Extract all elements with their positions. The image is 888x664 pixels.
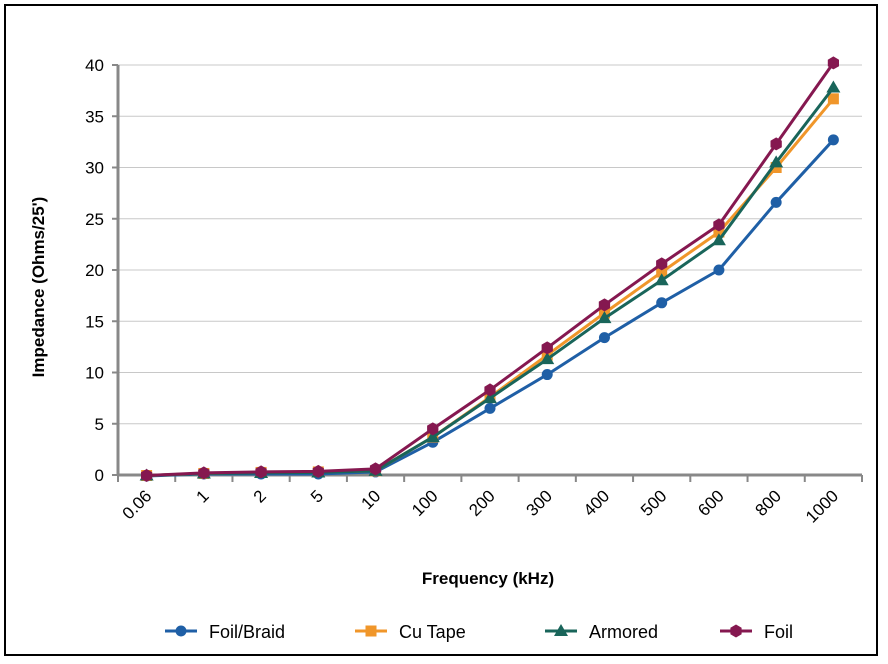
series-foil-braid	[141, 134, 839, 482]
x-tick-label-100: 100	[408, 486, 441, 519]
legend-marker-armored	[554, 624, 568, 636]
chart-frame	[4, 4, 878, 656]
x-tick-label-2: 2	[250, 486, 270, 506]
x-tick-label-0.06: 0.06	[119, 486, 156, 523]
data-point-foil-300	[541, 341, 553, 355]
x-tick-label-500: 500	[637, 486, 670, 519]
data-point-foil-200	[484, 383, 496, 397]
series-foil	[141, 56, 839, 482]
legend-marker-foil-braid	[175, 625, 187, 637]
series-armored	[139, 80, 841, 481]
data-point-foil-800	[770, 137, 782, 151]
data-point-cu-tape-600	[713, 226, 725, 238]
data-point-armored-600	[711, 233, 726, 246]
data-point-cu-tape-500	[656, 266, 668, 278]
data-point-foil-braid-300	[541, 369, 553, 381]
legend-item-foil: Foil	[720, 622, 793, 642]
x-tick-label-1000: 1000	[802, 486, 842, 526]
data-point-armored-800	[769, 155, 784, 168]
series-line-armored	[146, 86, 835, 477]
y-tick-label-25: 25	[85, 210, 104, 229]
data-point-foil-braid-800	[770, 196, 782, 208]
data-point-foil-braid-600	[713, 264, 725, 276]
legend-label-foil-braid: Foil/Braid	[209, 622, 285, 642]
series-line-cu-tape	[146, 97, 835, 477]
data-point-armored-100	[425, 430, 440, 443]
x-tick-label-5: 5	[307, 486, 327, 506]
data-point-foil-5	[312, 464, 324, 478]
data-point-foil-braid-500	[656, 297, 668, 309]
data-point-foil-10	[369, 462, 382, 476]
x-tick-label-200: 200	[465, 486, 498, 519]
x-tick-label-10: 10	[358, 486, 385, 513]
data-point-armored-400	[597, 311, 612, 324]
legend-marker-foil	[730, 624, 742, 638]
data-point-foil-braid-200	[484, 402, 496, 414]
y-tick-label-10: 10	[85, 364, 104, 383]
data-point-foil-100	[427, 422, 439, 436]
data-point-cu-tape-1000	[827, 93, 839, 105]
y-tick-label-0: 0	[95, 466, 104, 485]
data-point-foil-0.06	[141, 469, 153, 482]
x-axis-title: Frequency (kHz)	[422, 569, 554, 588]
legend: Foil/Braid Cu Tape Armored Foil	[165, 622, 793, 642]
y-tick-label-35: 35	[85, 107, 104, 126]
data-point-foil-braid-1000	[827, 134, 839, 146]
y-tick-label-40: 40	[85, 56, 104, 75]
y-tick-label-15: 15	[85, 312, 104, 331]
series-line-foil-braid	[146, 138, 835, 478]
x-tick-label-800: 800	[751, 486, 784, 519]
legend-item-foil-braid: Foil/Braid	[165, 622, 285, 642]
legend-label-cu-tape: Cu Tape	[399, 622, 466, 642]
legend-label-armored: Armored	[589, 622, 658, 642]
series-cu-tape	[141, 93, 839, 482]
data-point-armored-1000	[826, 80, 841, 93]
y-tick-label-5: 5	[95, 415, 104, 434]
y-tick-label-20: 20	[85, 261, 104, 280]
gridlines	[118, 64, 862, 425]
data-point-foil-1000	[827, 56, 839, 70]
series-layer	[139, 56, 841, 482]
legend-item-armored: Armored	[545, 622, 658, 642]
data-point-foil-400	[598, 298, 611, 312]
data-point-foil-500	[656, 257, 668, 271]
data-point-foil-600	[713, 218, 725, 232]
x-axis-ticks: 0.06 1 2 5 10 100 200 300 400 500 600 800 1000	[117, 475, 863, 527]
y-tick-label-30: 30	[85, 159, 104, 178]
x-tick-label-1: 1	[193, 486, 213, 506]
legend-label-foil: Foil	[764, 622, 793, 642]
data-point-foil-2	[255, 465, 267, 479]
data-point-armored-500	[654, 273, 669, 286]
legend-item-cu-tape: Cu Tape	[355, 622, 466, 642]
y-axis-ticks: 0 5 10 15 20 25 30 35 40	[85, 56, 118, 485]
x-tick-label-400: 400	[580, 486, 613, 519]
data-point-cu-tape-800	[770, 162, 782, 173]
x-tick-label-600: 600	[694, 486, 727, 519]
legend-marker-cu-tape	[365, 625, 377, 637]
data-point-armored-300	[540, 352, 555, 365]
x-tick-label-300: 300	[523, 486, 556, 519]
data-point-armored-200	[483, 391, 497, 404]
data-point-foil-braid-400	[598, 332, 610, 344]
data-point-foil-1	[198, 466, 210, 480]
y-axis-title: Impedance (Ohms/25')	[29, 197, 48, 378]
